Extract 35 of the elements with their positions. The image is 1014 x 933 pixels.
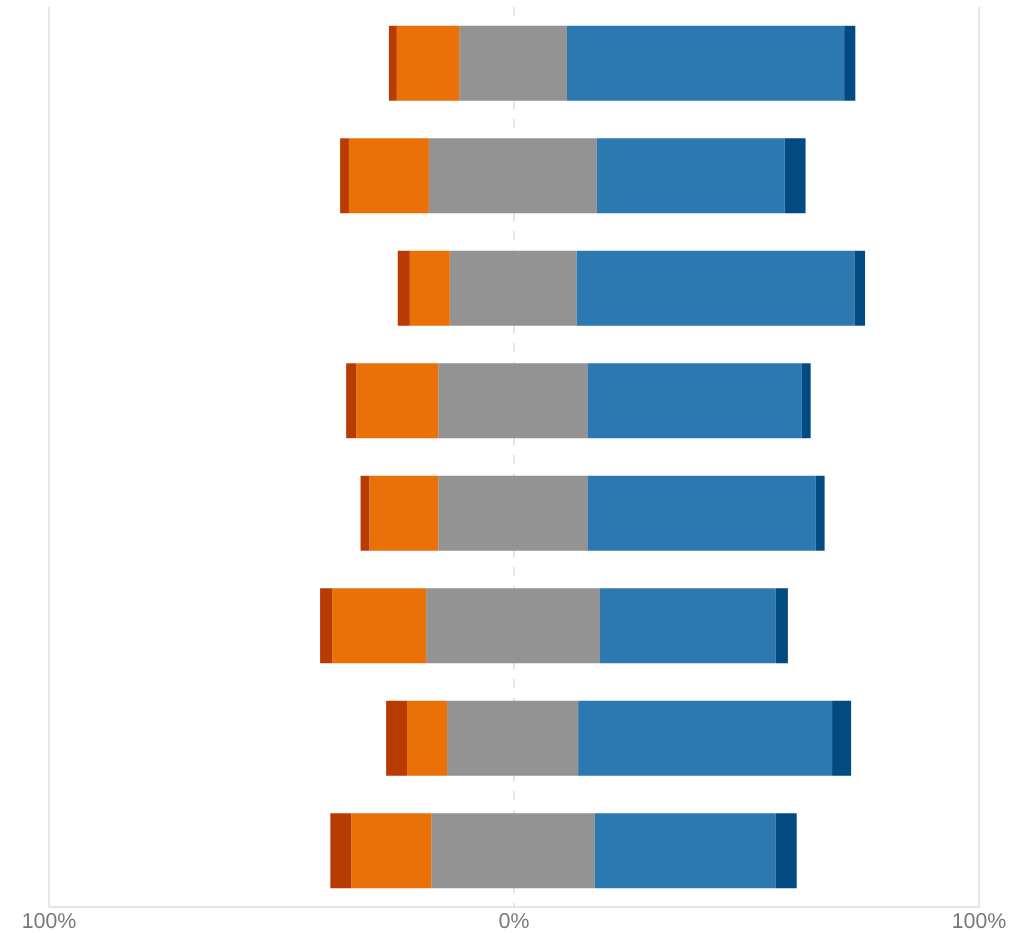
bar xyxy=(596,138,785,214)
bar xyxy=(360,475,370,551)
bar xyxy=(407,700,448,776)
bar xyxy=(815,475,825,551)
bar xyxy=(576,250,855,326)
bar xyxy=(330,813,352,889)
bar xyxy=(587,363,802,439)
x-tick-label: 100% xyxy=(953,913,1006,929)
bar xyxy=(775,588,788,664)
bar xyxy=(356,363,439,439)
bar xyxy=(801,363,811,439)
bar xyxy=(386,700,408,776)
x-tick-label: 100% xyxy=(23,913,76,929)
bar xyxy=(784,138,806,214)
bar xyxy=(854,250,866,326)
bar xyxy=(346,363,357,439)
bar xyxy=(388,25,397,101)
bar xyxy=(332,588,427,664)
x-tick-label: 0% xyxy=(499,913,529,929)
bar xyxy=(775,813,797,889)
bar xyxy=(594,813,776,889)
bar xyxy=(409,250,450,326)
bar xyxy=(397,250,410,326)
bar xyxy=(844,25,856,101)
bar xyxy=(578,700,833,776)
bar xyxy=(320,588,333,664)
bar xyxy=(340,138,349,214)
bar xyxy=(587,475,816,551)
bar xyxy=(351,813,432,889)
bar xyxy=(600,588,776,664)
bar xyxy=(369,475,439,551)
bar xyxy=(396,25,460,101)
bar xyxy=(348,138,429,214)
bar xyxy=(567,25,845,101)
bar xyxy=(832,700,852,776)
